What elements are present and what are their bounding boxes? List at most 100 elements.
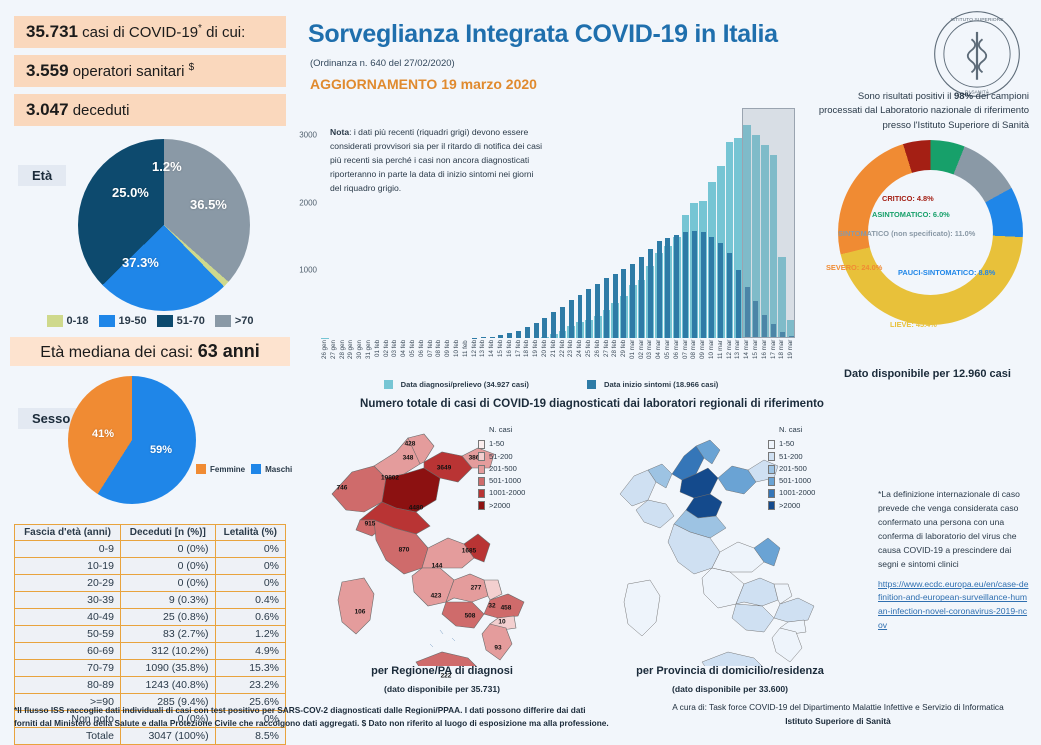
map-legend-item-5: >2000 <box>768 500 815 512</box>
curve-x-tick: 12 feb <box>470 340 478 358</box>
age-slice-label-19-50: 25.0% <box>112 185 149 200</box>
map-subcaption-left: (dato disponibile per 35.731) <box>383 684 501 694</box>
curve-x-tick: 19 mar <box>787 340 795 360</box>
map-region-value: 423 <box>430 592 442 600</box>
map-region-value: 428 <box>404 440 416 448</box>
table-cell-1: 3047 (100%) <box>119 727 216 745</box>
epidemic-curve-chart: 1000 2000 3000 26 gen 27 gen 28 gen 29 gen 30 … <box>285 108 796 393</box>
curve-bar-column <box>540 108 549 338</box>
table-cell-1: 0 (0%) <box>119 574 216 592</box>
curve-x-tick: 19 feb <box>532 340 540 358</box>
age-legend-item-0: 0-18 <box>46 315 89 327</box>
table-cell-2: 8.5% <box>214 727 287 745</box>
sex-slice-label-femmine: 41% <box>92 428 115 440</box>
curve-x-tick: 13 feb <box>479 340 487 358</box>
curve-bar-column <box>620 108 628 338</box>
map-region-value: 144 <box>431 562 443 570</box>
curve-x-tick: 13 mar <box>734 340 742 360</box>
map-region-value: 746 <box>336 484 348 492</box>
curve-x-tick: 05 feb <box>408 340 416 358</box>
curve-bar-column <box>655 108 664 338</box>
footnote-right-line1: A cura di: Task force COVID-19 del Dipar… <box>672 702 1004 713</box>
sex-legend-item-0: Femmine <box>196 464 245 474</box>
map-region-value: 277 <box>470 584 482 592</box>
table-row: 0-9 0 (0%) 0% <box>14 540 287 558</box>
curve-x-tick: 28 feb <box>611 340 619 358</box>
age-legend-item-3: >70 <box>214 315 253 327</box>
table-row: 70-79 1090 (35.8%) 15.3% <box>14 659 287 677</box>
map-region-value: 386 <box>468 454 480 462</box>
curve-x-tick: 05 mar <box>664 340 672 360</box>
curve-bar-column <box>549 108 558 338</box>
curve-x-tick: 03 feb <box>391 340 399 358</box>
curve-legend: Data diagnosi/prelievo (34.927 casi) Dat… <box>321 380 781 389</box>
curve-x-tick: 23 feb <box>567 340 575 358</box>
page-subtitle: (Ordinanza n. 640 del 27/02/2020) <box>310 58 455 69</box>
curve-bar-column <box>681 108 690 338</box>
curve-x-tick: 14 mar <box>743 340 751 360</box>
curve-y-tick: 1000 <box>299 265 317 275</box>
italy-map-provinces <box>619 439 815 679</box>
curve-bar-column <box>716 108 725 338</box>
table-row: Totale 3047 (100%) 8.5% <box>14 727 287 745</box>
svg-text:ISTITUTO SUPERIORE: ISTITUTO SUPERIORE <box>950 17 1004 23</box>
donut-label-severo: SEVERO: 24.0% <box>826 263 883 272</box>
table-row: 80-89 1243 (40.8%) 23.2% <box>14 676 287 694</box>
ecdc-link[interactable]: https://www.ecdc.europa.eu/en/case-defin… <box>878 578 1029 631</box>
table-cell-0: 80-89 <box>14 676 121 694</box>
table-cell-1: 1243 (40.8%) <box>119 676 216 694</box>
curve-bar-column <box>778 108 787 338</box>
table-cell-2: 0% <box>214 557 287 575</box>
table-header-row: Fascia d'età (anni) Deceduti [n (%)] Let… <box>14 524 287 541</box>
footnote-right-line2: Istituto Superiore di Sanità <box>785 715 891 726</box>
curve-x-tick: 30 gen <box>356 340 364 359</box>
curve-x-tick: 18 mar <box>778 340 786 360</box>
curve-x-tick: 15 feb <box>496 340 504 358</box>
curve-note: Nota: i dati più recenti (riquadri grigi… <box>330 127 543 193</box>
provisional-grey-band <box>742 108 795 338</box>
map-legend-item-1: 51-200 <box>478 451 525 463</box>
curve-bar-column <box>690 108 699 338</box>
map-by-province <box>600 416 860 679</box>
map-region-value: 222 <box>440 672 452 680</box>
curve-bar-column <box>497 108 505 338</box>
curve-bar-column <box>515 108 523 338</box>
curve-bar-column <box>708 108 716 338</box>
curve-x-tick: 06 mar <box>672 340 680 360</box>
map-by-region: 19802 3649 4480 746 428 348 386 915 870 1685 144 42… <box>312 416 572 680</box>
table-cell-2: 0.4% <box>214 591 287 609</box>
curve-x-tick: 02 mar <box>637 340 645 360</box>
curve-x-tick: 06 feb <box>417 340 425 358</box>
table-cell-0: Totale <box>14 727 121 745</box>
lab-positivity-note: Sono risultati positivi il 98% dei campi… <box>818 91 1029 131</box>
curve-bar-column <box>637 108 646 338</box>
map-region-value: 915 <box>364 520 376 528</box>
age-chip: Età <box>18 165 67 186</box>
map-legend-item-4: 1001-2000 <box>768 487 815 499</box>
sex-pie-chart: Sesso 41% 59% Femmine Maschi <box>0 366 300 516</box>
curve-x-tick: 03 mar <box>646 340 654 360</box>
curve-bar-column <box>734 108 743 338</box>
table-row: 40-49 25 (0.8%) 0.6% <box>14 608 287 626</box>
curve-bar-column <box>699 108 708 338</box>
table-cell-0: 0-9 <box>14 540 121 558</box>
age-pie-chart: Età 36.5% 25.0% 1.2% 37.3% <box>0 133 300 323</box>
map-legend-item-4: 1001-2000 <box>478 487 525 499</box>
donut-label-lieve: LIEVE: 45.4% <box>890 320 937 329</box>
map-region-value: 4480 <box>408 504 424 512</box>
deaths-by-age-table: Fascia d'età (anni) Deceduti [n (%)] Let… <box>14 524 287 745</box>
curve-bar-column <box>532 108 540 338</box>
curve-bar-column <box>769 108 778 338</box>
curve-x-tick: 26 gen <box>321 340 328 359</box>
age-slice-label-51-70: 37.3% <box>122 255 159 270</box>
curve-x-tick: 01 feb <box>373 340 381 358</box>
map-legend-item-5: >2000 <box>478 500 525 512</box>
map-legend-item-2: 201-500 <box>768 463 815 475</box>
table-header-age: Fascia d'età (anni) <box>14 524 121 541</box>
curve-x-tick: 07 feb <box>426 340 434 358</box>
curve-x-tick: 01 mar <box>628 340 636 360</box>
table-cell-0: 40-49 <box>14 608 121 626</box>
table-cell-0: 50-59 <box>14 625 121 643</box>
kpi-deaths: 3.047 deceduti <box>14 94 286 126</box>
table-cell-1: 312 (10.2%) <box>119 642 216 660</box>
